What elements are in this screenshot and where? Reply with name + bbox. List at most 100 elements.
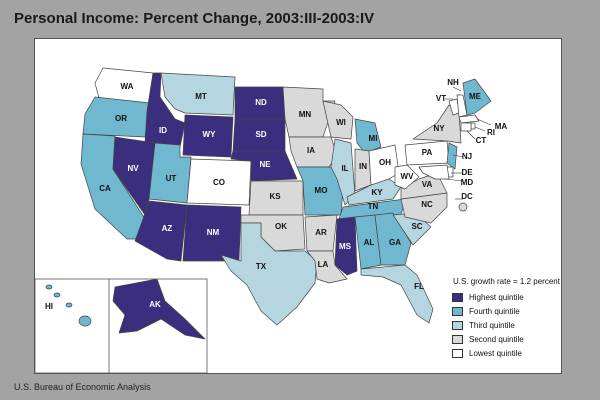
legend-item-q5: Highest quintile xyxy=(452,292,524,302)
state-label-ga: GA xyxy=(389,238,401,247)
state-label-ut: UT xyxy=(166,174,177,183)
state-me[interactable] xyxy=(462,78,492,116)
state-label-nj: NJ xyxy=(462,152,472,161)
leader-lines xyxy=(444,86,492,200)
state-label-id: ID xyxy=(159,126,167,135)
state-or[interactable] xyxy=(82,96,151,138)
state-label-ky: KY xyxy=(371,188,383,197)
state-label-wa: WA xyxy=(121,82,134,91)
state-label-ks: KS xyxy=(269,192,281,201)
legend-swatch xyxy=(452,292,463,302)
state-label-sd: SD xyxy=(255,130,266,139)
state-hi-island-4[interactable] xyxy=(78,315,92,327)
state-fl[interactable] xyxy=(360,264,434,324)
state-label-nm: NM xyxy=(207,228,220,237)
state-va[interactable] xyxy=(400,172,448,200)
state-label-al: AL xyxy=(364,238,375,247)
state-label-in: IN xyxy=(359,162,367,171)
state-dc[interactable] xyxy=(458,202,468,212)
state-label-ms: MS xyxy=(339,242,352,251)
state-ma[interactable] xyxy=(458,114,480,124)
state-label-tn: TN xyxy=(368,202,379,211)
state-label-nh: NH xyxy=(447,78,459,87)
state-label-wi: WI xyxy=(336,118,346,127)
legend-item-q2: Second quintile xyxy=(452,334,524,344)
legend-item-q3: Third quintile xyxy=(452,320,515,330)
state-label-wv: WV xyxy=(401,172,415,181)
state-label-tx: TX xyxy=(256,262,267,271)
state-ga[interactable] xyxy=(374,212,412,266)
state-label-nd: ND xyxy=(255,98,267,107)
state-label-az: AZ xyxy=(162,224,173,233)
state-label-mt: MT xyxy=(195,92,207,101)
state-label-ar: AR xyxy=(315,228,327,237)
state-label-de: DE xyxy=(461,168,473,177)
state-label-oh: OH xyxy=(379,158,391,167)
state-label-mi: MI xyxy=(369,134,378,143)
state-label-co: CO xyxy=(213,178,225,187)
state-label-va: VA xyxy=(422,180,433,189)
state-mt[interactable] xyxy=(160,72,236,116)
state-label-ma: MA xyxy=(495,122,508,131)
state-label-ok: OK xyxy=(275,222,287,231)
legend-growth-note: U.S. growth rate = 1.2 percent xyxy=(453,277,560,286)
legend-item-q1: Lowest quintile xyxy=(452,348,522,358)
state-label-mo: MO xyxy=(315,186,328,195)
state-label-sc: SC xyxy=(411,222,422,231)
state-label-il: IL xyxy=(341,164,348,173)
legend-swatch xyxy=(452,320,463,330)
legend-label: Third quintile xyxy=(469,320,515,330)
state-nm[interactable] xyxy=(182,204,242,262)
us-map: WA OR CA ID NV MT WY UT AZ CO NM ND SD NE KS OK TX MN IA MO… xyxy=(35,67,508,373)
state-label-vt: VT xyxy=(436,94,446,103)
state-hi-island-3[interactable] xyxy=(65,302,73,308)
state-label-wy: WY xyxy=(203,130,217,139)
state-label-ct: CT xyxy=(476,136,487,145)
state-label-nc: NC xyxy=(421,200,433,209)
alaska-inset-box xyxy=(35,278,208,373)
state-label-ri: RI xyxy=(487,128,495,137)
map-frame: WA OR CA ID NV MT WY UT AZ CO NM ND SD NE KS OK TX MN IA MO… xyxy=(34,38,562,374)
state-label-la: LA xyxy=(318,260,329,269)
state-ms[interactable] xyxy=(334,216,358,276)
state-ct[interactable] xyxy=(460,122,472,132)
state-co[interactable] xyxy=(186,158,252,206)
state-label-ny: NY xyxy=(433,124,445,133)
state-wi[interactable] xyxy=(322,100,354,140)
state-label-ak: AK xyxy=(149,300,161,309)
legend-swatch xyxy=(452,306,463,316)
state-label-ia: IA xyxy=(307,146,315,155)
state-wv[interactable] xyxy=(394,164,420,190)
state-label-nv: NV xyxy=(127,164,139,173)
state-label-ca: CA xyxy=(99,184,111,193)
state-label-me: ME xyxy=(469,92,482,101)
state-label-pa: PA xyxy=(422,148,433,157)
state-label-fl: FL xyxy=(414,282,424,291)
legend-label: Second quintile xyxy=(469,334,524,344)
source-credit: U.S. Bureau of Economic Analysis xyxy=(14,382,151,392)
state-la[interactable] xyxy=(306,250,348,284)
state-label-mn: MN xyxy=(299,110,312,119)
legend-label: Lowest quintile xyxy=(469,348,522,358)
state-label-or: OR xyxy=(115,114,127,123)
state-hi-island-1[interactable] xyxy=(45,284,53,290)
state-label-ne: NE xyxy=(259,160,271,169)
state-tx[interactable] xyxy=(220,222,318,326)
state-ak[interactable] xyxy=(112,278,206,340)
state-ri[interactable] xyxy=(470,122,476,130)
legend-swatch xyxy=(452,334,463,344)
state-label-md: MD xyxy=(461,178,474,187)
map-title: Personal Income: Percent Change, 2003:II… xyxy=(14,10,375,27)
legend-swatch xyxy=(452,348,463,358)
state-wy[interactable] xyxy=(182,114,234,158)
state-label-hi: HI xyxy=(45,302,53,311)
state-hi-island-2[interactable] xyxy=(53,292,61,298)
state-label-dc: DC xyxy=(461,192,473,201)
legend-item-q4: Fourth quintile xyxy=(452,306,520,316)
state-ut[interactable] xyxy=(148,142,192,204)
legend-label: Fourth quintile xyxy=(469,306,520,316)
state-md[interactable] xyxy=(418,164,450,180)
legend-label: Highest quintile xyxy=(469,292,524,302)
state-il[interactable] xyxy=(330,138,356,206)
state-nj[interactable] xyxy=(446,142,458,170)
